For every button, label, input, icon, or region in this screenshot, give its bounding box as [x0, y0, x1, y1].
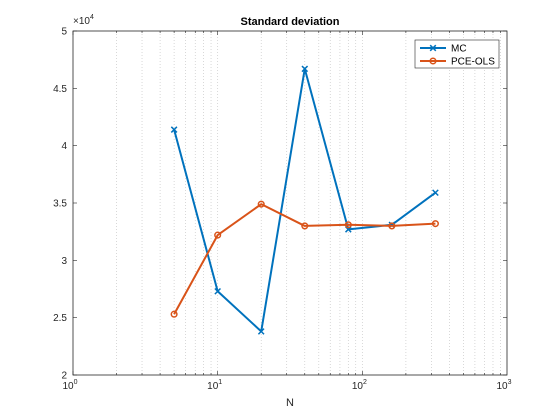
- data-point-pce-ols: [301, 222, 309, 230]
- data-point-mc: [214, 287, 221, 295]
- data-point-pce-ols: [257, 200, 265, 208]
- y-tick-labels: 2 2.5 3 3.5 4 4.5 5: [53, 27, 67, 382]
- legend-marker-mc: [429, 44, 437, 52]
- y-tick-label: 2.5: [53, 313, 67, 324]
- data-point-mc: [301, 65, 309, 73]
- legend-box: [414, 39, 500, 69]
- y-tick-label: 3: [61, 256, 67, 267]
- plot-area: [73, 31, 507, 375]
- legend-items: MC PCE-OLS: [420, 44, 495, 68]
- data-point-pce-ols: [388, 222, 396, 230]
- series-line-pce-ols: [173, 203, 436, 315]
- x-tick-label: 103: [496, 379, 511, 392]
- data-point-mc: [432, 189, 439, 197]
- x-tick-label: 100: [62, 379, 77, 392]
- y-tick-label: 4: [61, 141, 67, 152]
- y-tick-label: 3.5: [53, 199, 67, 210]
- data-point-mc: [170, 126, 178, 133]
- legend-marker-pce-ols: [429, 57, 437, 65]
- y-tick-label: 5: [61, 27, 67, 38]
- data-point-pce-ols: [170, 310, 178, 318]
- y-tick-label: 2: [61, 371, 67, 382]
- legend-label-mc: MC: [451, 44, 467, 55]
- x-tick-labels: 100 101 102 103: [62, 379, 511, 392]
- x-grid: [116, 31, 501, 375]
- series-layer: [170, 65, 439, 335]
- data-point-pce-ols: [344, 221, 352, 229]
- x-axis-label: N: [286, 397, 294, 409]
- data-point-pce-ols: [431, 220, 439, 228]
- y-tick-label: 4.5: [53, 84, 67, 95]
- legend: MC PCE-OLS: [414, 39, 500, 69]
- data-point-pce-ols: [214, 231, 222, 239]
- data-point-mc: [257, 328, 265, 335]
- y-exponent-label: ×104: [73, 14, 94, 27]
- x-tick-label: 101: [207, 379, 222, 392]
- axes-box: [72, 30, 508, 376]
- chart-title: Standard deviation: [240, 16, 339, 28]
- x-tick-label: 102: [352, 379, 367, 392]
- legend-label-pce-ols: PCE-OLS: [451, 57, 495, 68]
